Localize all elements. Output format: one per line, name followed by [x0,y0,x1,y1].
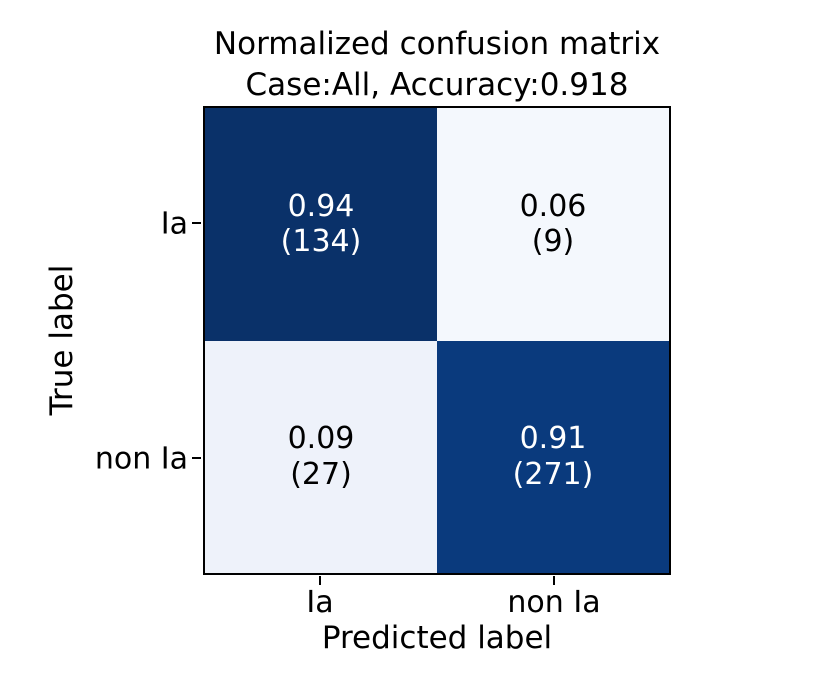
x-tick-label-ia: Ia [306,585,334,620]
y-tick-mark-nonia [192,457,201,459]
y-tick-label-ia: Ia [160,206,188,242]
cell-count: (271) [512,456,594,492]
y-tick-label-nonia: non Ia [94,441,188,477]
x-axis-label: Predicted label [321,620,553,656]
chart-title: Normalized confusion matrix Case:All, Ac… [214,24,660,106]
matrix-cell-true-nonia-pred-nonia: 0.91 (271) [437,340,669,573]
chart-title-line2: Case:All, Accuracy:0.918 [245,66,629,103]
matrix-cell-true-ia-pred-ia: 0.94 (134) [205,108,437,341]
cell-count: (27) [290,456,352,492]
cell-value: 0.09 [287,421,355,457]
x-tick-mark-ia [319,576,321,585]
cell-count: (134) [280,224,362,260]
heatmap-plot: 0.94 (134) 0.06 (9) 0.09 (27) 0.91 (271) [203,106,671,575]
matrix-cell-true-nonia-pred-ia: 0.09 (27) [205,340,437,573]
chart-title-line1: Normalized confusion matrix [213,26,661,62]
cell-value: 0.06 [519,188,587,224]
y-axis-label: True label [44,264,80,416]
x-tick-mark-nonia [553,576,555,585]
cell-value: 0.91 [519,421,587,457]
y-tick-mark-ia [192,222,201,224]
matrix-cell-true-ia-pred-nonia: 0.06 (9) [437,108,669,341]
x-tick-label-nonia: non Ia [507,585,601,620]
cell-value: 0.94 [287,188,355,224]
cell-count: (9) [531,224,575,260]
